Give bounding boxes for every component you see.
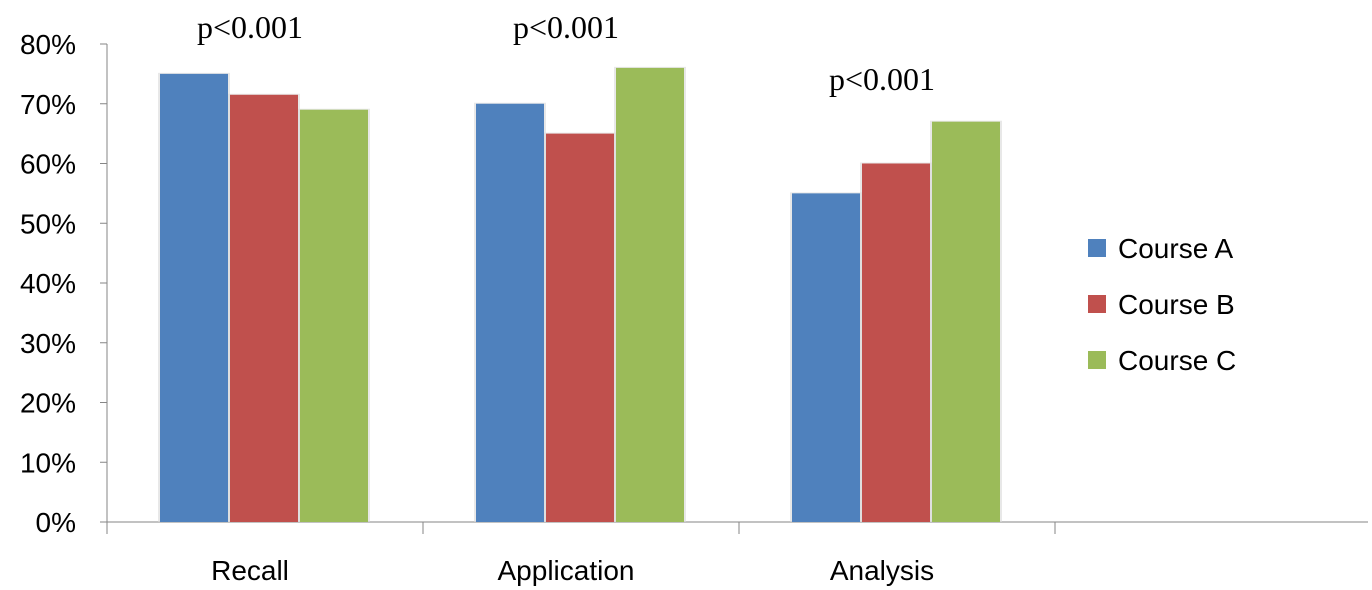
bar [476, 103, 544, 522]
y-tick-label: 70% [20, 89, 76, 120]
bars [158, 66, 1002, 523]
bar [160, 73, 228, 522]
y-tick-label: 0% [36, 507, 76, 538]
y-tick-label: 50% [20, 208, 76, 239]
x-category-label: Analysis [830, 555, 934, 586]
x-category-label: Recall [211, 555, 289, 586]
p-value-annotation: p<0.001 [197, 9, 303, 45]
y-tick-label: 30% [20, 328, 76, 359]
y-tick-label: 80% [20, 29, 76, 60]
legend-label: Course B [1118, 289, 1235, 320]
y-tick-label: 10% [20, 447, 76, 478]
bar [546, 133, 614, 522]
bar [932, 121, 1000, 523]
bar [230, 94, 298, 522]
p-value-annotation: p<0.001 [513, 9, 619, 45]
x-axis: Recall Application Analysis [106, 521, 1368, 586]
bar [616, 67, 684, 523]
x-category-label: Application [498, 555, 635, 586]
y-axis: 0% 10% 20% 30% 40% 50% 60% 70% 80% [20, 29, 108, 538]
legend-swatch [1088, 351, 1106, 369]
bar [792, 193, 860, 522]
legend-swatch [1088, 239, 1106, 257]
bar [300, 109, 368, 522]
legend-swatch [1088, 295, 1106, 313]
annotations: p<0.001 p<0.001 p<0.001 [197, 9, 935, 97]
p-value-annotation: p<0.001 [829, 61, 935, 97]
legend: Course A Course B Course C [1088, 233, 1236, 376]
legend-label: Course A [1118, 233, 1233, 264]
legend-label: Course C [1118, 345, 1236, 376]
y-tick-label: 20% [20, 388, 76, 419]
y-tick-label: 60% [20, 149, 76, 180]
y-tick-label: 40% [20, 268, 76, 299]
bar [862, 163, 930, 522]
